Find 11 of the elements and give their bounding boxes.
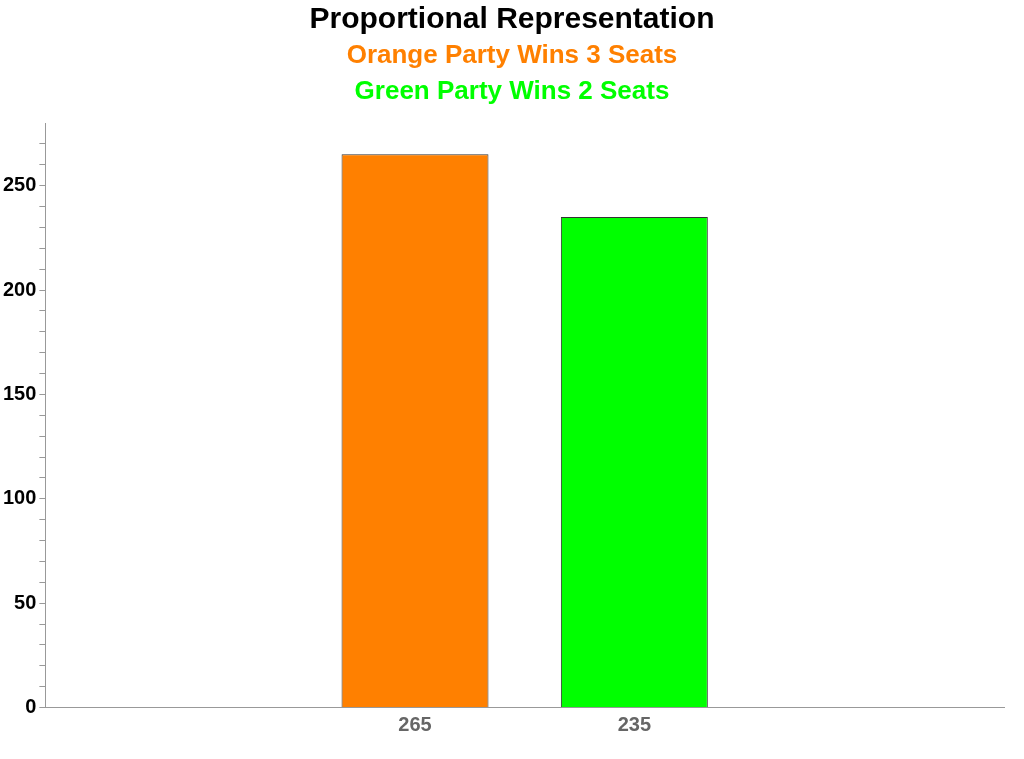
y-tick-label: 0 <box>25 695 37 718</box>
data-label: 265 <box>398 713 432 736</box>
chart-title: Proportional Representation <box>308 0 716 36</box>
y-tick-label: 250 <box>2 173 37 196</box>
y-tick-label: 200 <box>2 277 37 300</box>
data-label: 235 <box>617 713 652 736</box>
text: Green Party Wins 2 Seats <box>353 74 671 107</box>
chart-subtitle: Orange Party Wins 3 Seats <box>345 38 679 71</box>
y-tick-label: 50 <box>14 590 37 613</box>
y-tick-label: 100 <box>2 486 37 509</box>
y-tick-label: 150 <box>2 381 37 404</box>
